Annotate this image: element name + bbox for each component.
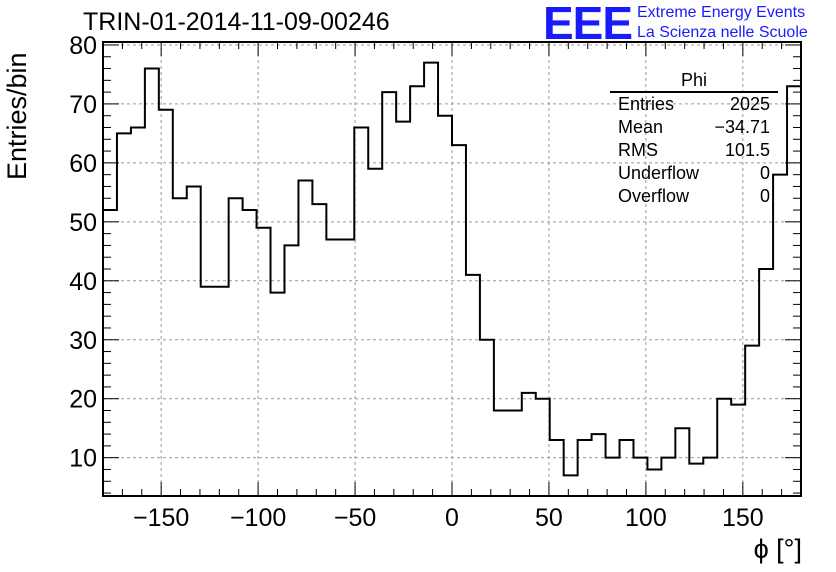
stats-box: Phi Entries 2025 Mean −34.71 RMS 101.5 U… (610, 70, 778, 208)
x-tick-label: −50 (334, 504, 376, 532)
stats-label: RMS (618, 140, 658, 160)
x-tick-label: 100 (625, 504, 667, 532)
y-tick-label: 50 (69, 209, 97, 237)
stats-title: Phi (610, 70, 778, 93)
stats-row: RMS 101.5 (610, 139, 778, 162)
y-axis-label: Entries/bin (2, 52, 32, 180)
y-tick-label: 40 (69, 268, 97, 296)
grid-lines (103, 42, 801, 496)
stats-label: Mean (618, 117, 664, 137)
x-tick-label: 0 (445, 504, 459, 532)
chart-title: TRIN-01-2014-11-09-00246 (83, 8, 390, 36)
y-tick-label: 10 (69, 445, 97, 473)
y-tick-label: 80 (69, 32, 97, 60)
stats-value: 2025 (729, 94, 770, 114)
stats-value: −34.71 (714, 117, 770, 137)
stats-row: Overflow 0 (610, 185, 778, 208)
x-tick-label: −100 (230, 504, 286, 532)
y-tick-label: 60 (69, 150, 97, 178)
stats-row: Underflow 0 (610, 162, 778, 185)
x-tick-label: −150 (133, 504, 189, 532)
y-tick-label: 20 (69, 386, 97, 414)
stats-label: Underflow (618, 163, 700, 183)
x-tick-label: 50 (535, 504, 563, 532)
stats-row: Mean −34.71 (610, 116, 778, 139)
stats-row: Entries 2025 (610, 93, 778, 116)
eee-logo: EEE (543, 0, 633, 49)
stats-value: 101.5 (724, 140, 770, 160)
histogram-series (103, 61, 801, 477)
logo-line-1: Extreme Energy Events (637, 4, 806, 21)
stats-label: Overflow (618, 186, 690, 206)
x-tick-label: 150 (722, 504, 764, 532)
stats-value: 0 (759, 186, 770, 206)
stats-label: Entries (618, 94, 675, 114)
y-tick-label: 30 (69, 327, 97, 355)
stats-value: 0 (759, 163, 770, 183)
x-axis-label: ϕ [°] (753, 534, 802, 564)
y-tick-label: 70 (69, 91, 97, 119)
logo-line-2: La Scienza nelle Scuole (637, 24, 808, 41)
axis-ticks (102, 42, 802, 496)
tick-labels: −150 −100 −50 0 50 100 150 10 20 30 40 50 60 70 80 (69, 32, 764, 532)
